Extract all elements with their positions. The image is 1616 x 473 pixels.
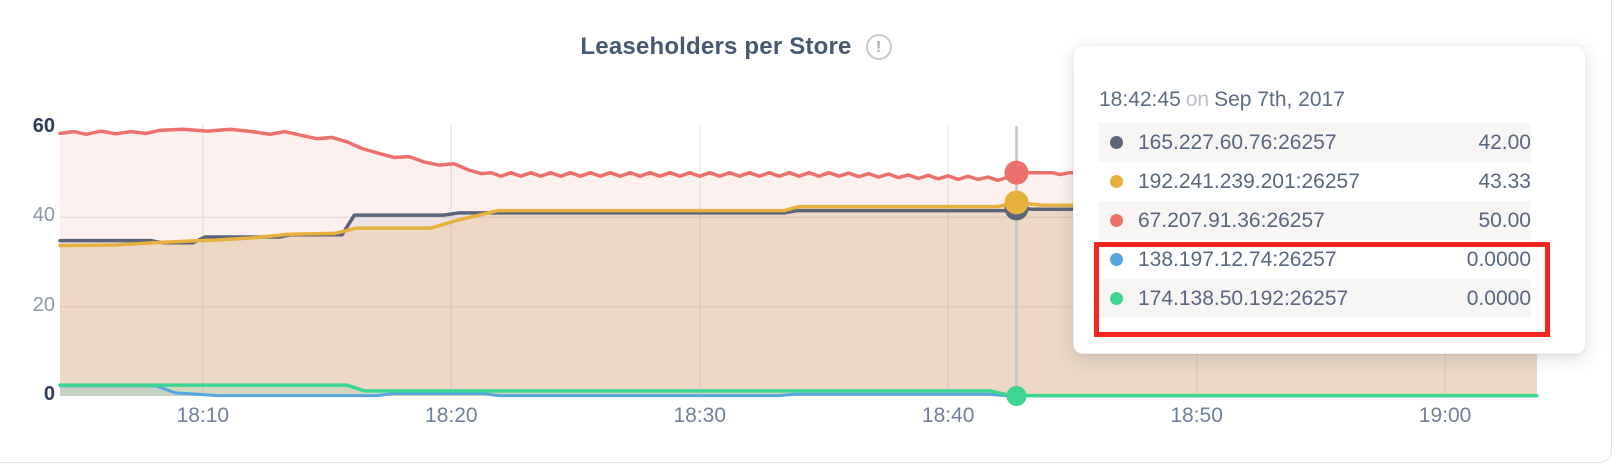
- tooltip-row: 67.207.91.36:26257 50.00: [1098, 201, 1531, 240]
- tooltip-row: 165.227.60.76:26257 42.00: [1098, 123, 1531, 162]
- x-tick-label: 18:20: [425, 404, 478, 427]
- y-tick-label: 60: [32, 115, 55, 137]
- series-line-138.197.12.74:26257: [58, 384, 1539, 398]
- series-line-67.207.91.36:26257: [58, 127, 1539, 183]
- hover-dot-192.241.239.201:26257: [1004, 190, 1029, 215]
- tooltip-series-value: 0.0000: [1466, 247, 1531, 271]
- series-color-dot: [1110, 253, 1123, 266]
- info-icon[interactable]: !: [865, 34, 892, 60]
- tooltip-series-value: 50.00: [1478, 208, 1531, 232]
- x-tick-label: 19:00: [1418, 404, 1472, 427]
- series-color-dot: [1110, 175, 1123, 188]
- tooltip-series-value: 42.00: [1478, 130, 1531, 154]
- hover-tooltip: 18:42:45 on Sep 7th, 2017 165.227.60.76:26…: [1073, 45, 1586, 354]
- series-color-dot: [1110, 214, 1123, 227]
- tooltip-series-value: 43.33: [1478, 169, 1531, 193]
- tooltip-row: 138.197.12.74:26257 0.0000: [1098, 240, 1531, 279]
- series-line-174.138.50.192:26257: [58, 383, 1539, 398]
- highlight-box: [1094, 242, 1550, 337]
- tooltip-date: Sep 7th, 2017: [1214, 88, 1345, 111]
- tooltip-series-label: 67.207.91.36:26257: [1138, 208, 1325, 232]
- series-color-dot: [1110, 292, 1123, 305]
- tooltip-row: 192.241.239.201:26257 43.33: [1098, 162, 1531, 201]
- hover-dot-174.138.50.192:26257: [1006, 386, 1027, 406]
- tooltip-connector: on: [1185, 88, 1210, 111]
- chart-title: Leaseholders per Store: [580, 33, 852, 60]
- chart-header: Leaseholders per Store !: [0, 30, 1472, 64]
- series-color-dot: [1110, 136, 1123, 149]
- tooltip-rows: 165.227.60.76:26257 42.00 192.241.239.201:…: [1098, 123, 1531, 318]
- y-tick-label: 20: [32, 293, 55, 316]
- hover-dot-67.207.91.36:26257: [1004, 160, 1029, 185]
- x-tick-label: 18:40: [921, 404, 975, 427]
- tooltip-series-label: 165.227.60.76:26257: [1138, 130, 1337, 154]
- tooltip-series-value: 0.0000: [1466, 286, 1531, 310]
- x-tick-label: 18:10: [176, 404, 230, 427]
- x-tick-label: 18:50: [1170, 404, 1223, 427]
- series-line-192.241.239.201:26257: [58, 200, 1539, 248]
- y-tick-label: 40: [32, 204, 55, 227]
- tooltip-series-label: 174.138.50.192:26257: [1138, 286, 1349, 310]
- tooltip-series-label: 138.197.12.74:26257: [1138, 247, 1337, 271]
- tooltip-time: 18:42:45: [1099, 88, 1181, 111]
- tooltip-header: 18:42:45 on Sep 7th, 2017: [1099, 88, 1345, 112]
- tooltip-series-label: 192.241.239.201:26257: [1138, 169, 1360, 193]
- tooltip-row: 174.138.50.192:26257 0.0000: [1098, 279, 1531, 318]
- x-tick-label: 18:30: [673, 404, 727, 427]
- y-tick-label: 0: [43, 383, 55, 405]
